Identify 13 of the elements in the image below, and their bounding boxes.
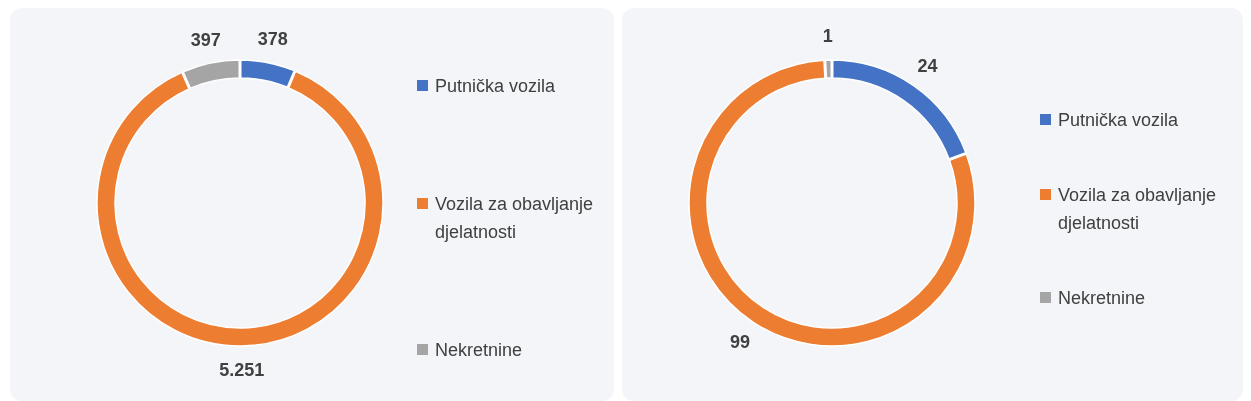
data-label: 24 <box>917 55 938 76</box>
legend-label: Putnička vozila <box>435 76 557 96</box>
data-label: 99 <box>730 332 751 353</box>
data-label: 397 <box>190 29 221 50</box>
data-label: 5.251 <box>219 359 265 380</box>
legend-label: Vozila za obavljanje djelatnosti <box>435 194 594 242</box>
data-label: 378 <box>257 29 288 50</box>
legend-label: Nekretnine <box>435 340 523 360</box>
data-label: 1 <box>822 26 833 47</box>
legend-label: Putnička vozila <box>1058 110 1180 130</box>
legend-label: Vozila za obavljanje djelatnosti <box>1058 185 1217 233</box>
legend-label: Nekretnine <box>1058 288 1146 308</box>
donut-slice <box>688 59 976 347</box>
